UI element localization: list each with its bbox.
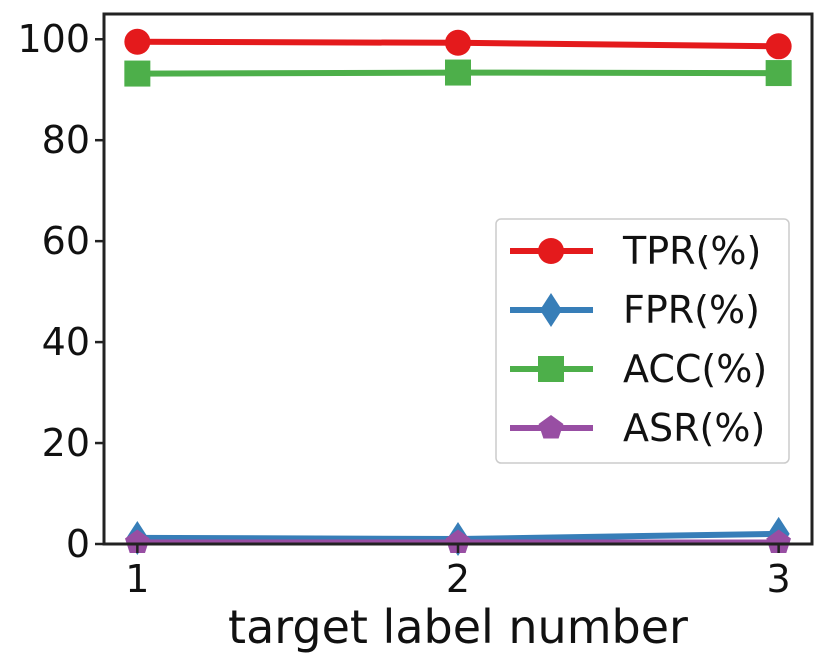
y-tick-label: 100 (17, 17, 90, 61)
axes: 0 20 40 60 80 100 1 2 3 (17, 12, 814, 601)
legend-entry: TPR(%) (510, 229, 761, 273)
legend-marker (538, 238, 564, 264)
legend-entry: ASR(%) (510, 406, 765, 450)
data-point-marker (445, 59, 471, 86)
y-tick-label: 40 (42, 320, 90, 364)
legend-box (495, 218, 790, 464)
x-axis-title: target label number (228, 600, 688, 654)
legend-label: ASR(%) (623, 406, 765, 450)
data-point-marker (124, 28, 151, 55)
y-tick-label: 20 (42, 421, 90, 465)
y-tick-label: 80 (42, 118, 90, 162)
x-tick-label: 1 (125, 557, 149, 601)
legend-label: ACC(%) (623, 347, 767, 391)
data-point-marker (766, 529, 791, 553)
data-point-marker (445, 29, 471, 56)
series-tpr (124, 28, 792, 60)
data-point-marker (124, 60, 151, 87)
legend-label: FPR(%) (623, 288, 760, 332)
x-tick-label: 3 (767, 557, 791, 601)
y-tick-label: 60 (42, 219, 90, 263)
legend-marker (538, 356, 564, 382)
legend-entry: FPR(%) (510, 288, 760, 332)
legend: TPR(%) FPR(%) ACC(%) ASR(%) (495, 218, 790, 464)
legend-entry: ACC(%) (510, 347, 767, 391)
y-tick-label: 0 (66, 522, 90, 566)
legend-marker (538, 415, 564, 439)
data-point-marker (765, 60, 792, 87)
x-tick-label: 2 (446, 557, 470, 601)
series-acc (124, 59, 792, 87)
data-point-marker (445, 529, 471, 553)
legend-label: TPR(%) (622, 229, 761, 273)
data-point-marker (765, 33, 792, 60)
data-point-marker (125, 529, 150, 553)
legend-marker (540, 293, 562, 327)
